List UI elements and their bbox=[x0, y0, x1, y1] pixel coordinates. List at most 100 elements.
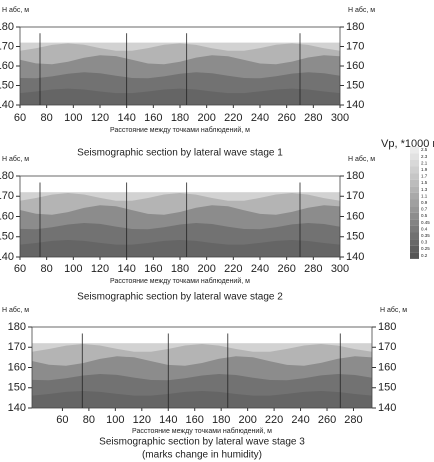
colorbar-swatch bbox=[410, 153, 419, 160]
x-tick-label: 160 bbox=[144, 112, 162, 124]
x-tick-label: 140 bbox=[159, 414, 177, 426]
caption: Seismographic section by lateral wave st… bbox=[77, 148, 283, 159]
colorbar-swatch bbox=[410, 173, 419, 180]
colorbar-tick-label: 2.1 bbox=[421, 160, 428, 165]
x-tick-label: 260 bbox=[277, 112, 295, 124]
x-tick-label: 200 bbox=[197, 263, 215, 275]
y-tick-label: 160 bbox=[8, 361, 26, 373]
sky bbox=[32, 327, 372, 344]
colorbar-tick-label: 0.7 bbox=[421, 207, 428, 212]
x-tick-label: 280 bbox=[304, 112, 322, 124]
colorbar-tick-label: 0.9 bbox=[421, 200, 428, 205]
y2-tick-label: 150 bbox=[346, 231, 364, 243]
y-tick-label: 170 bbox=[0, 190, 14, 202]
y2-tick-label: 170 bbox=[346, 190, 364, 202]
x-tick-label: 80 bbox=[41, 112, 53, 124]
y-axis-label: H абс, м bbox=[2, 306, 29, 314]
x-tick-label: 240 bbox=[291, 414, 309, 426]
x-tick-label: 260 bbox=[318, 414, 336, 426]
caption: Seismographic section by lateral wave st… bbox=[77, 292, 283, 303]
colorbar-swatch bbox=[410, 252, 419, 259]
x-tick-label: 260 bbox=[277, 263, 295, 275]
y2-tick-label: 140 bbox=[346, 251, 364, 263]
layer bbox=[20, 240, 340, 257]
y-tick-label: 180 bbox=[0, 170, 14, 182]
x-tick-label: 180 bbox=[212, 414, 230, 426]
y-tick-label: 150 bbox=[0, 79, 14, 91]
x-tick-label: 220 bbox=[224, 112, 242, 124]
x-tick-label: 140 bbox=[117, 263, 135, 275]
y2-tick-label: 150 bbox=[378, 382, 396, 394]
x-tick-label: 200 bbox=[238, 414, 256, 426]
y2-axis-label: H абс, м bbox=[348, 6, 375, 14]
colorbar-tick-label: 2.3 bbox=[421, 154, 428, 159]
y2-axis-label: H абс, м bbox=[348, 155, 375, 163]
layer bbox=[32, 391, 372, 408]
x-tick-label: 60 bbox=[14, 263, 26, 275]
y-axis-label: H абс, м bbox=[2, 6, 29, 14]
y2-tick-label: 170 bbox=[378, 341, 396, 353]
colorbar-tick-label: 1.7 bbox=[421, 174, 428, 179]
y-tick-label: 160 bbox=[0, 210, 14, 222]
colorbar-tick-label: 1.1 bbox=[421, 193, 428, 198]
y2-tick-label: 160 bbox=[346, 210, 364, 222]
y-tick-label: 150 bbox=[8, 382, 26, 394]
colorbar-tick-label: 2.5 bbox=[421, 147, 428, 152]
y2-tick-label: 170 bbox=[346, 40, 364, 52]
x-axis-label: Расстояние между точками наблюдений, м bbox=[110, 126, 250, 134]
colorbar-swatch bbox=[410, 166, 419, 174]
x-tick-label: 120 bbox=[133, 414, 151, 426]
colorbar-tick-label: 0.25 bbox=[421, 246, 430, 251]
y2-tick-label: 180 bbox=[346, 170, 364, 182]
x-tick-label: 240 bbox=[251, 112, 269, 124]
colorbar-swatch bbox=[410, 232, 419, 240]
y-tick-label: 140 bbox=[0, 251, 14, 263]
x-tick-label: 200 bbox=[197, 112, 215, 124]
caption: Seismographic section by lateral wave st… bbox=[99, 437, 305, 448]
x-tick-label: 140 bbox=[117, 112, 135, 124]
colorbar-tick-label: 1.5 bbox=[421, 180, 428, 185]
x-tick-label: 60 bbox=[56, 414, 68, 426]
y2-tick-label: 180 bbox=[346, 21, 364, 33]
caption-sub: (marks change in humidity) bbox=[142, 450, 262, 461]
x-tick-label: 100 bbox=[106, 414, 124, 426]
colorbar-swatch bbox=[410, 186, 419, 193]
x-tick-label: 60 bbox=[14, 112, 26, 124]
y-tick-label: 180 bbox=[0, 21, 14, 33]
x-tick-label: 80 bbox=[41, 263, 53, 275]
y2-tick-label: 160 bbox=[378, 361, 396, 373]
colorbar-tick-label: 0.3 bbox=[421, 240, 428, 245]
x-tick-label: 120 bbox=[91, 112, 109, 124]
y-tick-label: 170 bbox=[8, 341, 26, 353]
colorbar-swatch bbox=[410, 212, 419, 220]
x-tick-label: 100 bbox=[64, 263, 82, 275]
y-tick-label: 140 bbox=[8, 402, 26, 414]
x-tick-label: 300 bbox=[331, 112, 349, 124]
colorbar-swatch bbox=[410, 219, 419, 226]
y-axis-label: H абс, м bbox=[2, 155, 29, 163]
colorbar-tick-label: 0.2 bbox=[421, 253, 428, 258]
x-tick-label: 160 bbox=[144, 263, 162, 275]
colorbar-tick-label: 0.45 bbox=[421, 220, 430, 225]
x-tick-label: 180 bbox=[171, 263, 189, 275]
colorbar-swatch bbox=[410, 225, 419, 233]
colorbar-swatch bbox=[410, 239, 419, 246]
y2-tick-label: 140 bbox=[346, 99, 364, 111]
x-tick-label: 300 bbox=[331, 263, 349, 275]
colorbar-tick-label: 0.35 bbox=[421, 233, 430, 238]
y2-tick-label: 140 bbox=[378, 402, 396, 414]
y2-tick-label: 180 bbox=[378, 321, 396, 333]
y-tick-label: 150 bbox=[0, 231, 14, 243]
sky bbox=[20, 176, 340, 193]
colorbar-swatch bbox=[410, 192, 419, 200]
x-tick-label: 280 bbox=[304, 263, 322, 275]
colorbar-swatch bbox=[410, 159, 419, 167]
y2-tick-label: 160 bbox=[346, 60, 364, 72]
y-tick-label: 160 bbox=[0, 60, 14, 72]
x-tick-label: 220 bbox=[265, 414, 283, 426]
colorbar-swatch bbox=[410, 206, 419, 213]
x-tick-label: 240 bbox=[251, 263, 269, 275]
x-tick-label: 160 bbox=[186, 414, 204, 426]
layer bbox=[20, 88, 340, 105]
colorbar-label: Vp, *1000 m/s bbox=[381, 138, 434, 150]
